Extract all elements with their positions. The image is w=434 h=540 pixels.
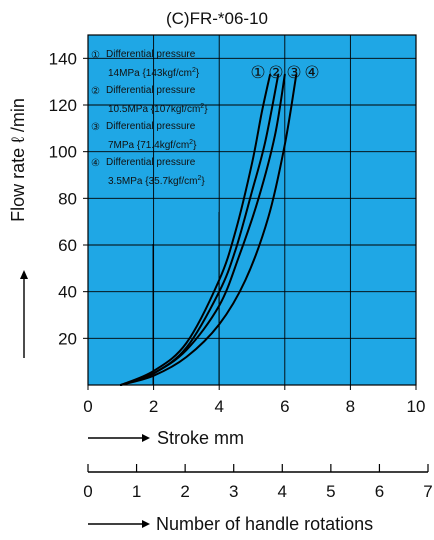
legend-title-3: Differential pressure	[106, 121, 196, 132]
y-tick-label: 80	[58, 189, 77, 208]
x-tick-label: 0	[83, 397, 92, 416]
curve-label-2: ②	[268, 63, 283, 82]
secondary-tick-label: 5	[326, 482, 335, 501]
legend-item-1: ① Differential pressure 14MPa {143kgf/cm2}	[91, 49, 200, 79]
x-tick-label: 2	[149, 397, 158, 416]
y-axis-ticks: 20 40 60 80 100 120 140	[49, 49, 88, 348]
y-tick-label: 140	[49, 49, 77, 68]
secondary-tick-label: 2	[180, 482, 189, 501]
legend: ① Differential pressure 14MPa {143kgf/cm2}…	[91, 49, 220, 385]
y-axis-arrowhead	[20, 270, 28, 279]
y-axis-label: Flow rate ℓ /min	[8, 98, 28, 222]
legend-value-3: 7MPa {71.4kgf/cm2}	[108, 139, 197, 151]
curve-label-1: ①	[250, 63, 265, 82]
x-axis-arrowhead	[142, 434, 150, 442]
legend-item-2: ② Differential pressure 10.5MPa {107kgf/cm…	[91, 85, 208, 115]
legend-title-2: Differential pressure	[106, 85, 196, 96]
legend-number-3: ③	[91, 122, 100, 133]
legend-number-4: ④	[91, 158, 100, 169]
legend-value-4: 3.5MPa {35.7kgf/cm2}	[108, 175, 205, 187]
x-axis-label: Stroke mm	[157, 428, 244, 448]
legend-title-1: Differential pressure	[106, 49, 196, 60]
secondary-tick-label: 3	[229, 482, 238, 501]
secondary-tick-label: 4	[278, 482, 287, 501]
legend-number-2: ②	[91, 86, 100, 97]
plot-background	[87, 34, 417, 386]
secondary-axis-label: Number of handle rotations	[156, 514, 373, 534]
y-tick-label: 40	[58, 283, 77, 302]
x-tick-label: 4	[214, 397, 223, 416]
legend-item-4: ④ Differential pressure 3.5MPa {35.7kgf/cm…	[91, 157, 205, 187]
x-tick-label: 6	[280, 397, 289, 416]
x-tick-label: 8	[346, 397, 355, 416]
legend-number-1: ①	[91, 50, 100, 61]
legend-title-4: Differential pressure	[106, 157, 196, 168]
x-tick-label: 10	[407, 397, 426, 416]
secondary-tick-label: 1	[132, 482, 141, 501]
legend-value-1: 14MPa {143kgf/cm2}	[108, 67, 200, 79]
y-tick-label: 20	[58, 329, 77, 348]
curve-label-4: ④	[304, 63, 319, 82]
y-tick-label: 60	[58, 236, 77, 255]
grid-lines	[88, 35, 416, 385]
series-lines	[119, 73, 298, 386]
y-tick-label: 100	[49, 143, 77, 162]
series-line-3	[119, 73, 286, 386]
curve-label-3: ③	[286, 63, 301, 82]
legend-item-3: ③ Differential pressure 7MPa {71.4kgf/cm2}	[91, 121, 197, 151]
y-tick-label: 120	[49, 96, 77, 115]
series-line-1	[119, 73, 272, 386]
secondary-axis-arrowhead	[142, 520, 150, 528]
legend-value-2: 10.5MPa {107kgf/cm2}	[108, 103, 208, 115]
chart-title: (C)FR-*06-10	[166, 9, 268, 28]
secondary-tick-label: 7	[423, 482, 432, 501]
x-axis-ticks: 0 2 4 6 8 10	[83, 385, 425, 416]
secondary-axis: 0 1 2 3 4 5 6 7	[83, 464, 433, 501]
secondary-tick-label: 6	[375, 482, 384, 501]
series-line-4	[119, 73, 298, 386]
secondary-tick-label: 0	[83, 482, 92, 501]
